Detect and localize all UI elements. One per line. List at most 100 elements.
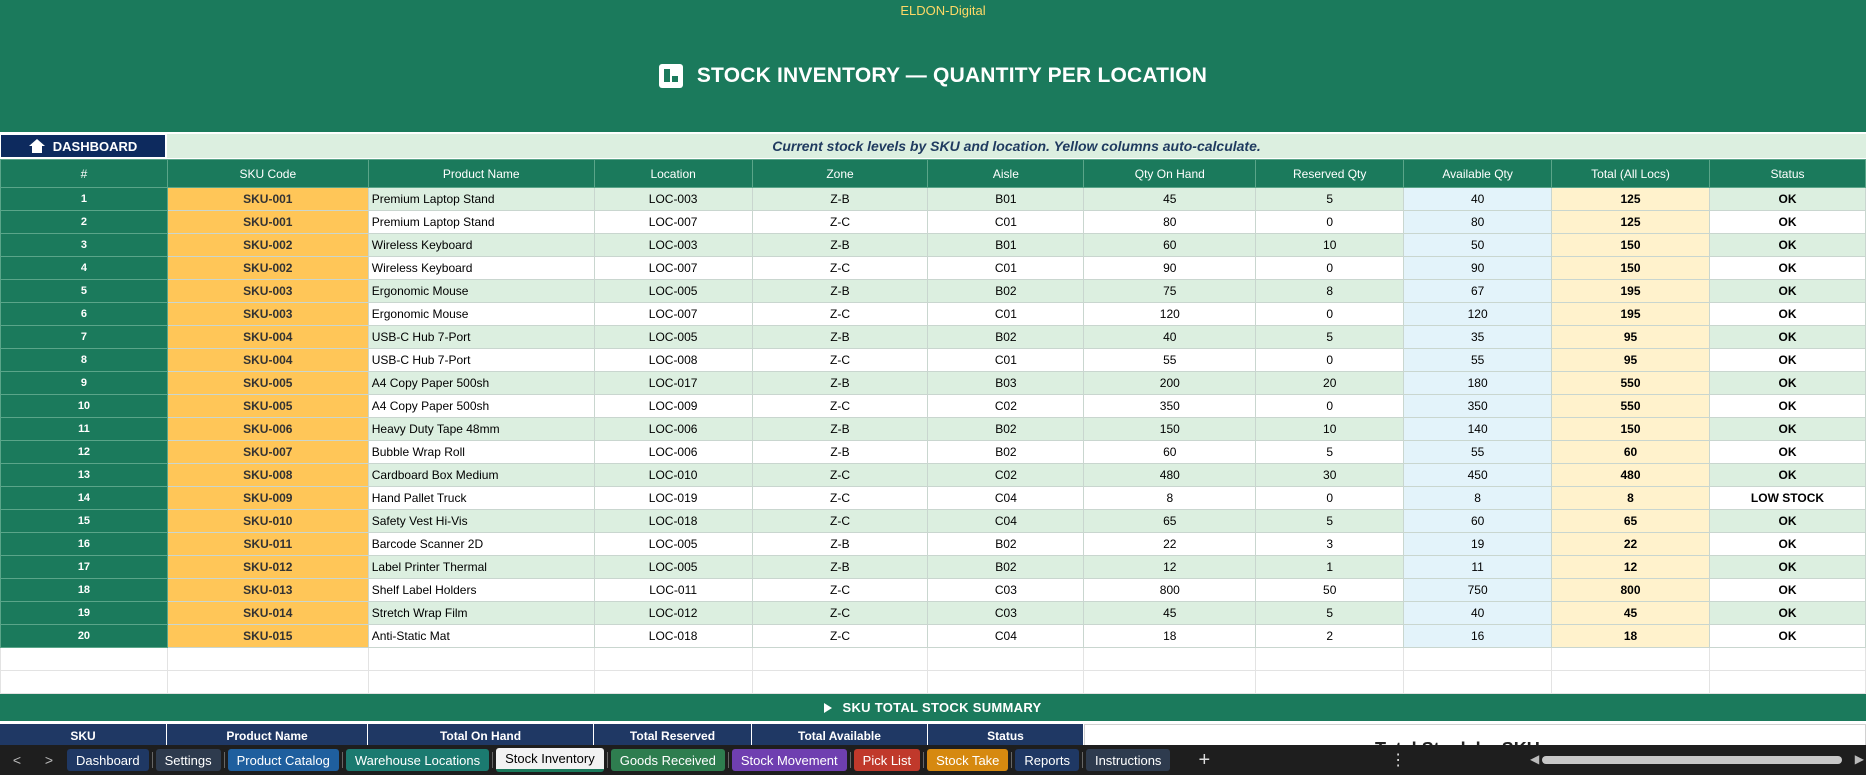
reserved-qty-cell[interactable]: 5 xyxy=(1255,509,1405,533)
available-qty-cell[interactable]: 40 xyxy=(1403,601,1553,625)
product-name-cell[interactable]: A4 Copy Paper 500sh xyxy=(367,371,595,395)
total-cell[interactable]: 45 xyxy=(1551,601,1710,625)
product-name-cell[interactable]: Bubble Wrap Roll xyxy=(367,440,595,464)
row-number[interactable]: 17 xyxy=(0,555,168,579)
empty-cell[interactable] xyxy=(593,647,753,671)
reserved-qty-cell[interactable]: 0 xyxy=(1255,348,1405,372)
location-cell[interactable]: LOC-018 xyxy=(593,509,753,533)
column-header[interactable]: Zone xyxy=(751,159,929,188)
qty-on-hand-cell[interactable]: 12 xyxy=(1083,555,1257,579)
total-cell[interactable]: 195 xyxy=(1551,302,1710,326)
zone-cell[interactable]: Z-B xyxy=(751,187,929,211)
total-cell[interactable]: 18 xyxy=(1551,624,1710,648)
empty-cell[interactable] xyxy=(0,670,168,694)
total-cell[interactable]: 12 xyxy=(1551,555,1710,579)
aisle-cell[interactable]: B02 xyxy=(927,417,1085,441)
total-cell[interactable]: 22 xyxy=(1551,532,1710,556)
zone-cell[interactable]: Z-B xyxy=(751,233,929,257)
horizontal-scrollbar[interactable]: ◀ ▶ xyxy=(1528,752,1866,768)
row-number[interactable]: 5 xyxy=(0,279,168,303)
location-cell[interactable]: LOC-003 xyxy=(593,187,753,211)
empty-cell[interactable] xyxy=(751,647,929,671)
total-cell[interactable]: 65 xyxy=(1551,509,1710,533)
zone-cell[interactable]: Z-C xyxy=(751,624,929,648)
available-qty-cell[interactable]: 11 xyxy=(1403,555,1553,579)
status-cell[interactable]: OK xyxy=(1708,555,1866,579)
row-number[interactable]: 3 xyxy=(0,233,168,257)
zone-cell[interactable]: Z-C xyxy=(751,348,929,372)
row-number[interactable]: 14 xyxy=(0,486,168,510)
zone-cell[interactable]: Z-C xyxy=(751,601,929,625)
available-qty-cell[interactable]: 55 xyxy=(1403,440,1553,464)
available-qty-cell[interactable]: 19 xyxy=(1403,532,1553,556)
empty-cell[interactable] xyxy=(1255,647,1405,671)
location-cell[interactable]: LOC-006 xyxy=(593,440,753,464)
row-number[interactable]: 19 xyxy=(0,601,168,625)
sku-cell[interactable]: SKU-015 xyxy=(166,624,369,648)
sku-cell[interactable]: SKU-001 xyxy=(166,210,369,234)
product-name-cell[interactable]: USB-C Hub 7-Port xyxy=(367,348,595,372)
qty-on-hand-cell[interactable]: 18 xyxy=(1083,624,1257,648)
sku-cell[interactable]: SKU-014 xyxy=(166,601,369,625)
sku-cell[interactable]: SKU-002 xyxy=(166,233,369,257)
aisle-cell[interactable]: B03 xyxy=(927,371,1085,395)
status-cell[interactable]: OK xyxy=(1708,601,1866,625)
sku-cell[interactable]: SKU-009 xyxy=(166,486,369,510)
status-cell[interactable]: OK xyxy=(1708,532,1866,556)
sheet-tab[interactable]: Settings xyxy=(155,749,221,771)
row-number[interactable]: 10 xyxy=(0,394,168,418)
row-number[interactable]: 16 xyxy=(0,532,168,556)
location-cell[interactable]: LOC-006 xyxy=(593,417,753,441)
total-cell[interactable]: 8 xyxy=(1551,486,1710,510)
status-cell[interactable]: LOW STOCK xyxy=(1708,486,1866,510)
product-name-cell[interactable]: USB-C Hub 7-Port xyxy=(367,325,595,349)
status-cell[interactable]: OK xyxy=(1708,394,1866,418)
column-header[interactable]: Status xyxy=(1708,159,1866,188)
row-number[interactable]: 11 xyxy=(0,417,168,441)
scroll-right-icon[interactable]: ▶ xyxy=(1854,752,1864,766)
scroll-left-icon[interactable]: ◀ xyxy=(1530,752,1540,766)
status-cell[interactable]: OK xyxy=(1708,509,1866,533)
sheet-tab[interactable]: Dashboard xyxy=(67,749,149,771)
reserved-qty-cell[interactable]: 1 xyxy=(1255,555,1405,579)
reserved-qty-cell[interactable]: 30 xyxy=(1255,463,1405,487)
empty-cell[interactable] xyxy=(1551,670,1710,694)
product-name-cell[interactable]: Wireless Keyboard xyxy=(367,233,595,257)
scrollbar-thumb[interactable] xyxy=(1542,756,1842,764)
empty-cell[interactable] xyxy=(1083,647,1257,671)
zone-cell[interactable]: Z-B xyxy=(751,325,929,349)
dashboard-button[interactable]: DASHBOARD xyxy=(0,134,166,158)
qty-on-hand-cell[interactable]: 45 xyxy=(1083,187,1257,211)
status-cell[interactable]: OK xyxy=(1708,417,1866,441)
sku-cell[interactable]: SKU-003 xyxy=(166,302,369,326)
row-number[interactable]: 15 xyxy=(0,509,168,533)
product-name-cell[interactable]: Ergonomic Mouse xyxy=(367,302,595,326)
location-cell[interactable]: LOC-007 xyxy=(593,302,753,326)
zone-cell[interactable]: Z-C xyxy=(751,509,929,533)
empty-cell[interactable] xyxy=(166,670,369,694)
empty-cell[interactable] xyxy=(367,647,595,671)
location-cell[interactable]: LOC-010 xyxy=(593,463,753,487)
column-header[interactable]: Location xyxy=(593,159,753,188)
empty-cell[interactable] xyxy=(367,670,595,694)
more-options-icon[interactable]: ⋮ xyxy=(1390,752,1407,769)
location-cell[interactable]: LOC-007 xyxy=(593,256,753,280)
sku-cell[interactable]: SKU-012 xyxy=(166,555,369,579)
reserved-qty-cell[interactable]: 50 xyxy=(1255,578,1405,602)
aisle-cell[interactable]: B02 xyxy=(927,532,1085,556)
empty-cell[interactable] xyxy=(0,647,168,671)
qty-on-hand-cell[interactable]: 80 xyxy=(1083,210,1257,234)
aisle-cell[interactable]: B01 xyxy=(927,233,1085,257)
qty-on-hand-cell[interactable]: 60 xyxy=(1083,440,1257,464)
column-header[interactable]: # xyxy=(0,159,168,188)
aisle-cell[interactable]: B01 xyxy=(927,187,1085,211)
reserved-qty-cell[interactable]: 3 xyxy=(1255,532,1405,556)
location-cell[interactable]: LOC-017 xyxy=(593,371,753,395)
sku-cell[interactable]: SKU-004 xyxy=(166,325,369,349)
available-qty-cell[interactable]: 16 xyxy=(1403,624,1553,648)
available-qty-cell[interactable]: 60 xyxy=(1403,509,1553,533)
status-cell[interactable]: OK xyxy=(1708,187,1866,211)
qty-on-hand-cell[interactable]: 480 xyxy=(1083,463,1257,487)
location-cell[interactable]: LOC-012 xyxy=(593,601,753,625)
product-name-cell[interactable]: Ergonomic Mouse xyxy=(367,279,595,303)
